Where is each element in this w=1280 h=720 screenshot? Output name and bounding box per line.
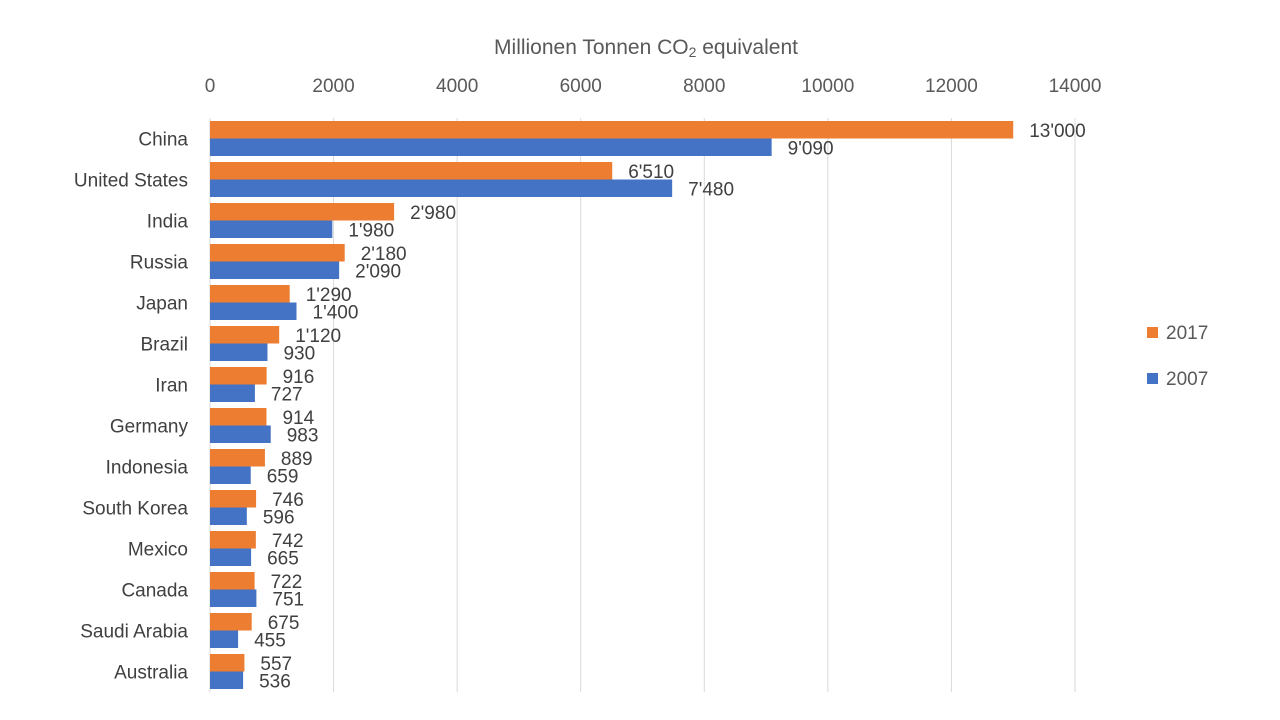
data-label-2017: 2'980: [410, 203, 456, 224]
legend-swatch-2007: [1147, 373, 1158, 384]
data-label-2017: 916: [283, 367, 315, 388]
data-label-2007: 1'400: [313, 302, 359, 323]
data-label-2017: 914: [282, 408, 314, 429]
x-tick-labels: 0 2000 4000 6000 8000 10000 12000 14000: [205, 76, 1102, 97]
category-label: Russia: [130, 253, 189, 274]
data-label-2007: 596: [263, 507, 295, 528]
category-label: China: [138, 130, 188, 151]
bar-2017: [210, 654, 245, 672]
bar-2017: [210, 121, 1014, 139]
bar-2007: [210, 507, 247, 525]
bar-2007: [210, 179, 673, 197]
bar-2007: [210, 548, 252, 566]
data-label-2017: 889: [281, 449, 313, 470]
x-axis-title-subscript: 2: [688, 44, 697, 60]
category-label: Australia: [114, 663, 188, 684]
bars: [210, 121, 1014, 689]
bar-2017: [210, 162, 613, 180]
data-label-2007: 930: [283, 343, 315, 364]
x-axis-title: Millionen Tonnen CO2 equivalent: [6, 36, 1280, 60]
data-label-2007: 536: [259, 671, 291, 692]
bar-2007: [210, 466, 251, 484]
bar-2017: [210, 285, 290, 303]
bar-2007: [210, 138, 772, 156]
x-tick-label: 8000: [683, 76, 725, 97]
data-label-2007: 751: [272, 589, 304, 610]
data-label-2007: 659: [267, 466, 299, 487]
x-tick-label: 2000: [312, 76, 354, 97]
category-label: United States: [74, 171, 188, 192]
bar-2007: [210, 220, 333, 238]
data-label-2007: 983: [287, 425, 319, 446]
data-label-2017: 6'510: [628, 162, 674, 183]
data-label-2017: 1'120: [295, 326, 341, 347]
data-label-2007: 665: [267, 548, 299, 569]
category-label: Indonesia: [106, 458, 189, 479]
x-tick-label: 4000: [436, 76, 478, 97]
bar-2007: [210, 630, 239, 648]
category-label: Brazil: [140, 335, 188, 356]
category-label: Japan: [136, 294, 188, 315]
category-label: South Korea: [82, 499, 188, 520]
data-label-2017: 557: [260, 654, 292, 675]
bar-2017: [210, 326, 280, 344]
data-labels: 13'000 9'090 6'510 7'480 2'980 1'980 2'1802'09…: [254, 121, 1086, 693]
category-label: Mexico: [128, 540, 188, 561]
category-label: Saudi Arabia: [80, 622, 188, 643]
legend: 2017 2007: [1147, 323, 1208, 390]
x-tick-label: 12000: [925, 76, 978, 97]
data-label-2017: 675: [268, 613, 300, 634]
data-label-2017: 1'290: [306, 285, 352, 306]
bar-2007: [210, 302, 297, 320]
bar-2007: [210, 343, 268, 361]
bar-2007: [210, 671, 244, 689]
data-label-2017: 13'000: [1029, 121, 1085, 142]
x-tick-label: 6000: [560, 76, 602, 97]
bar-2007: [210, 425, 271, 443]
bar-2017: [210, 203, 395, 221]
data-label-2007: 2'090: [355, 261, 401, 282]
bar-2017: [210, 367, 267, 385]
bar-2007: [210, 261, 340, 279]
legend-label-2007: 2007: [1166, 369, 1208, 390]
legend-swatch-2017: [1147, 327, 1158, 338]
data-label-2007: 727: [271, 384, 303, 405]
bar-2017: [210, 613, 252, 631]
x-axis-title-suffix: equivalent: [696, 36, 798, 59]
category-label: Canada: [121, 581, 188, 602]
data-label-2017: 722: [271, 572, 303, 593]
x-tick-label: 0: [205, 76, 216, 97]
bar-2017: [210, 408, 267, 426]
data-label-2007: 1'980: [348, 220, 394, 241]
bar-2017: [210, 572, 255, 590]
bar-2017: [210, 449, 265, 467]
data-label-2007: 7'480: [688, 179, 734, 200]
bar-2017: [210, 531, 256, 549]
x-tick-label: 14000: [1049, 76, 1102, 97]
x-axis-title-text: Millionen Tonnen CO: [494, 36, 689, 59]
category-label: India: [147, 212, 189, 233]
bar-2007: [210, 384, 255, 402]
bar-2017: [210, 490, 257, 508]
legend-label-2017: 2017: [1166, 323, 1208, 344]
x-tick-label: 10000: [801, 76, 854, 97]
data-label-2017: 2'180: [361, 244, 407, 265]
data-label-2007: 455: [254, 630, 286, 651]
bar-2017: [210, 244, 345, 262]
category-label: Germany: [110, 417, 189, 438]
category-labels: China United States India Russia Japan Brazil…: [74, 130, 189, 684]
data-label-2007: 9'090: [788, 138, 834, 159]
data-label-2017: 742: [272, 531, 304, 552]
category-label: Iran: [155, 376, 188, 397]
bar-2007: [210, 589, 257, 607]
data-label-2017: 746: [272, 490, 304, 511]
